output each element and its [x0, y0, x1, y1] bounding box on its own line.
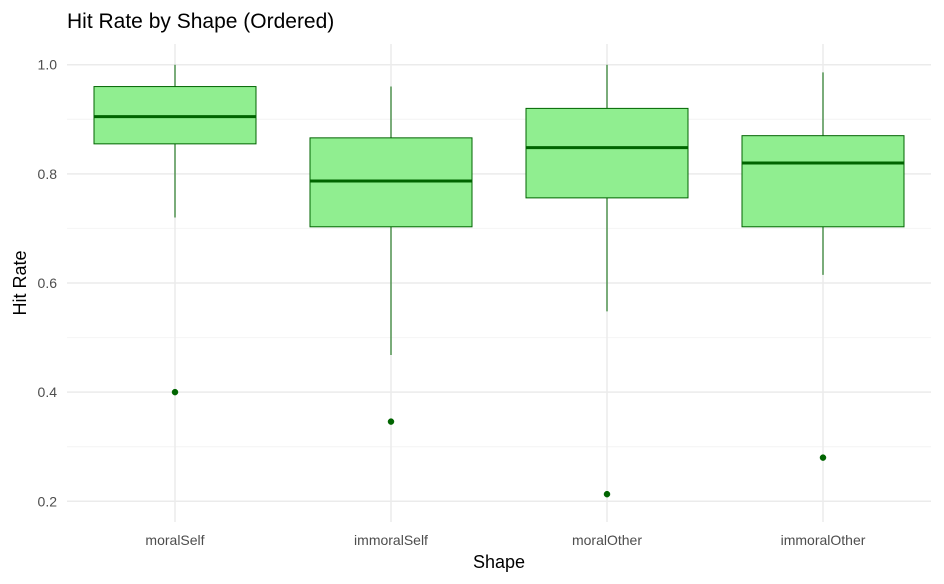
box-immoralOther [741, 72, 905, 461]
y-tick-label: 0.4 [38, 384, 58, 400]
chart-title: Hit Rate by Shape (Ordered) [67, 10, 334, 33]
box-moralOther [525, 64, 689, 498]
x-tick-label: immoralOther [781, 532, 866, 548]
x-axis-ticks: moralSelf immoralSelf moralOther immoralOth… [145, 532, 865, 548]
box-moralSelf [93, 64, 257, 396]
x-axis-title: Shape [473, 552, 525, 572]
outlier-point [819, 454, 827, 461]
x-tick-label: immoralSelf [354, 532, 428, 548]
box-series [93, 64, 905, 498]
y-axis-ticks: 0.2 0.4 0.6 0.8 1.0 [38, 57, 58, 510]
outlier-point [387, 418, 395, 425]
x-tick-label: moralSelf [145, 532, 204, 548]
y-tick-label: 1.0 [38, 57, 58, 73]
y-axis-title: Hit Rate [10, 250, 30, 315]
box-immoralSelf [309, 86, 473, 425]
y-tick-label: 0.8 [38, 166, 58, 182]
outlier-point [603, 490, 611, 498]
box-iqr [525, 107, 689, 199]
outlier-point [171, 388, 179, 396]
box-iqr [741, 135, 905, 228]
y-tick-label: 0.6 [38, 275, 58, 291]
x-tick-label: moralOther [572, 532, 642, 548]
y-tick-label: 0.2 [38, 493, 58, 509]
